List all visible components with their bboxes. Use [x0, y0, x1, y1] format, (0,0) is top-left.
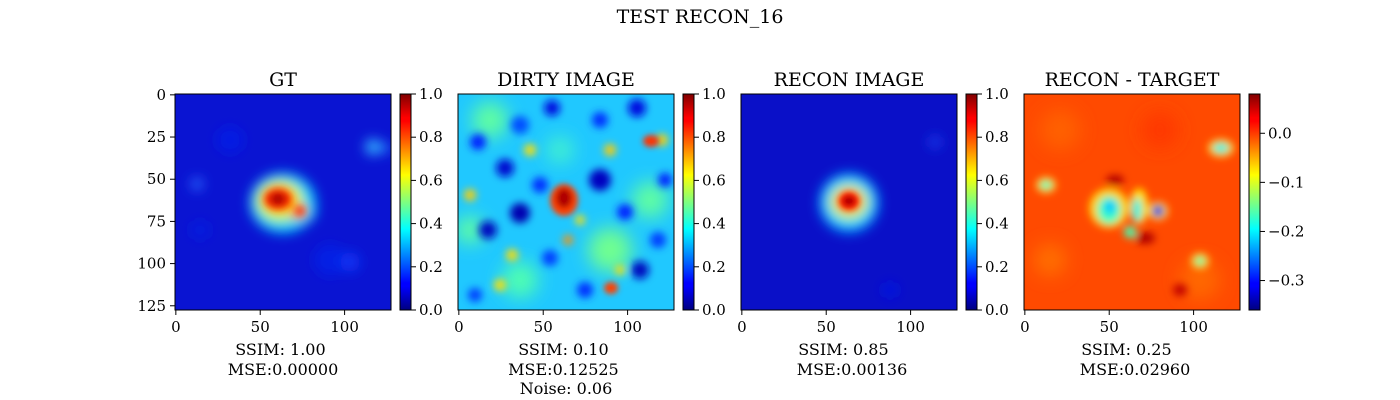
- x-tick-label: 50: [534, 318, 553, 336]
- panel-title: RECON - TARGET: [1045, 69, 1220, 91]
- colorbar-tick-label: 0.4: [985, 215, 1009, 233]
- panel-title: RECON IMAGE: [774, 69, 925, 91]
- colorbar-tick-label: 0.8: [985, 128, 1009, 146]
- ssim-label: SSIM: 0.25: [1081, 340, 1171, 359]
- colorbar-tick-label: 0.0: [1268, 124, 1292, 142]
- x-tick-label: 0: [1020, 318, 1030, 336]
- mse-label: MSE:0.00136: [797, 360, 908, 379]
- axes-frame: [1023, 93, 1241, 311]
- x-tick-label: 0: [454, 318, 464, 336]
- heatmap-image: [741, 94, 957, 310]
- colorbar-tick-label: 0.0: [985, 301, 1009, 319]
- mse-label: MSE:0.00000: [228, 360, 339, 379]
- x-tick-label: 0: [171, 318, 181, 336]
- x-tick-label: 0: [737, 318, 747, 336]
- colorbar: [682, 93, 695, 311]
- colorbar-tick-label: 1.0: [419, 85, 443, 103]
- x-tick-label: 50: [817, 318, 836, 336]
- colorbar-tick-label: 0.8: [419, 128, 443, 146]
- x-tick-label: 50: [1100, 318, 1119, 336]
- caption: SSIM: 0.25 MSE:0.02960: [1080, 340, 1191, 379]
- mse-label: MSE:0.12525: [508, 360, 619, 379]
- y-tick-label: 100: [137, 255, 166, 273]
- heatmap-image: [175, 94, 391, 310]
- colorbar-tick-label: 1.0: [702, 85, 726, 103]
- colorbar: [965, 93, 978, 311]
- ssim-label: SSIM: 0.10: [518, 340, 608, 359]
- colorbar-tick-label: 0.6: [985, 171, 1009, 189]
- colorbar: [399, 93, 412, 311]
- x-tick-label: 100: [896, 318, 925, 336]
- colorbar-tick-label: 0.6: [419, 171, 443, 189]
- colorbar-tick-label: 0.4: [419, 215, 443, 233]
- colorbar-tick-label: 1.0: [985, 85, 1009, 103]
- panel-recon-image: RECON IMAGE 0 50 100 0.00.20.40.60.81.0 SS: [737, 69, 1009, 379]
- colorbar-tick-label: 0.8: [702, 128, 726, 146]
- y-tick-label: 25: [147, 128, 166, 146]
- axes-frame: [457, 93, 675, 311]
- colorbar-tick-label: 0.2: [985, 258, 1009, 276]
- colorbar-tick-label: 0.0: [419, 301, 443, 319]
- colorbar-tick-label: 0.4: [702, 215, 726, 233]
- panel-dirty-image: DIRTY IMAGE: [454, 69, 726, 398]
- panel-recon-minus-target: RECON - TARGET: [1020, 69, 1304, 379]
- y-tick-label: 75: [147, 212, 166, 230]
- mse-label: MSE:0.02960: [1080, 360, 1191, 379]
- colorbar-tick-label: 0.2: [419, 258, 443, 276]
- figure-title: TEST RECON_16: [617, 6, 784, 28]
- colorbar-tick-label: −0.2: [1268, 222, 1304, 240]
- panel-title: GT: [269, 69, 297, 91]
- colorbar-tick-label: −0.1: [1268, 173, 1304, 191]
- x-tick-label: 100: [613, 318, 642, 336]
- caption: SSIM: 0.85 MSE:0.00136: [797, 340, 908, 379]
- axes-frame: [740, 93, 958, 311]
- colorbar-tick-label: 0.6: [702, 171, 726, 189]
- colorbar-tick-label: −0.3: [1268, 272, 1304, 290]
- colorbar-tick-label: 0.2: [702, 258, 726, 276]
- caption: SSIM: 0.10 MSE:0.12525 Noise: 0.06: [508, 340, 624, 398]
- colorbar: [1248, 93, 1261, 311]
- ssim-label: SSIM: 0.85: [798, 340, 888, 359]
- axes-frame: [174, 93, 392, 311]
- y-tick-label: 50: [147, 170, 166, 188]
- x-tick-label: 50: [251, 318, 270, 336]
- y-tick-label: 125: [137, 297, 166, 315]
- heatmap-image: [458, 94, 674, 310]
- caption: SSIM: 1.00 MSE:0.00000: [228, 340, 339, 379]
- x-tick-label: 100: [330, 318, 359, 336]
- panel-title: DIRTY IMAGE: [497, 69, 635, 91]
- x-tick-label: 100: [1179, 318, 1208, 336]
- panel-gt: GT: [137, 69, 443, 379]
- heatmap-image: [1024, 94, 1240, 310]
- colorbar-tick-label: 0.0: [702, 301, 726, 319]
- ssim-label: SSIM: 1.00: [235, 340, 325, 359]
- noise-label: Noise: 0.06: [520, 379, 613, 398]
- y-tick-label: 0: [156, 86, 166, 104]
